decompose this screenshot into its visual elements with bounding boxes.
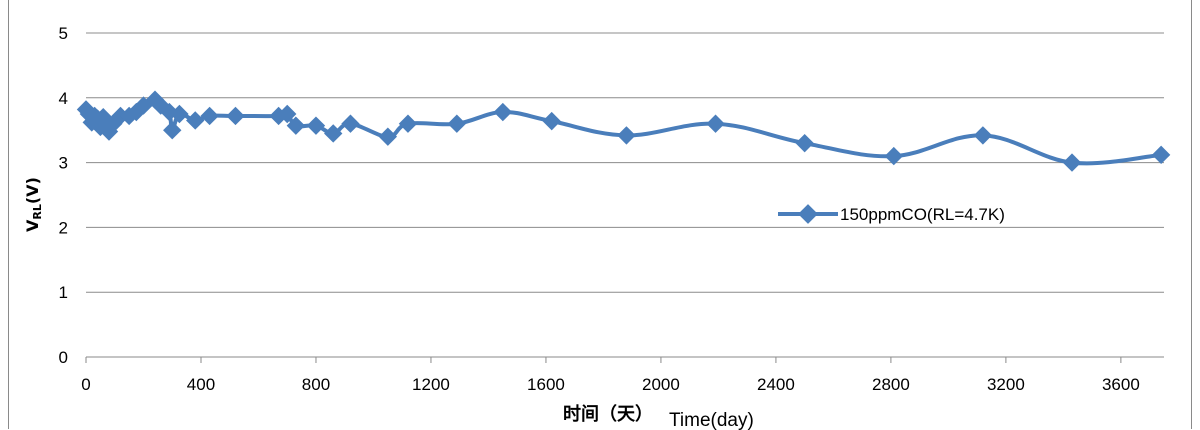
data-point-35: [795, 133, 814, 153]
x-tick-label-1600: 1600: [527, 375, 565, 394]
legend: 150ppmCO(RL=4.7K): [778, 204, 1005, 224]
x-tick-label-400: 400: [187, 375, 215, 394]
y-axis-label: VRL(V): [23, 177, 44, 232]
y-tick-label-0: 0: [59, 348, 68, 367]
x-tick-label-0: 0: [81, 375, 90, 394]
data-point-27: [341, 114, 360, 133]
data-point-30: [447, 114, 467, 133]
data-point-24: [286, 116, 306, 135]
data-point-21: [226, 106, 245, 126]
data-point-23: [278, 104, 297, 124]
x-tick-labels: 0 400 800 1200 1600 2000 2400 2800 3200 3600: [81, 375, 1140, 394]
x-tick-label-2000: 2000: [642, 375, 680, 394]
series-150ppmco: [76, 90, 1171, 172]
x-tick-label-2400: 2400: [757, 375, 795, 394]
legend-label: 150ppmCO(RL=4.7K): [840, 205, 1005, 224]
grid-lines: [86, 32, 1164, 358]
x-axis-label-chinese: 时间（天）: [563, 404, 653, 425]
data-point-34: [706, 114, 725, 133]
y-tick-label-1: 1: [59, 283, 68, 302]
data-point-20: [200, 106, 219, 126]
x-axis: [85, 356, 1164, 363]
legend-marker: [798, 204, 818, 224]
y-tick-label-4: 4: [59, 89, 68, 108]
x-tick-label-3200: 3200: [987, 375, 1025, 394]
data-point-17: [163, 121, 182, 140]
data-point-28: [378, 127, 398, 146]
data-point-33: [617, 126, 636, 145]
x-tick-label-3600: 3600: [1102, 375, 1140, 394]
y-tick-label-2: 2: [59, 218, 68, 237]
y-tick-labels: 0 1 2 3 4 5: [59, 24, 68, 367]
y-tick-label-5: 5: [59, 24, 68, 43]
y-tick-label-3: 3: [59, 154, 68, 173]
data-point-38: [1062, 153, 1082, 172]
x-tick-label-1200: 1200: [412, 375, 450, 394]
data-point-31: [493, 102, 513, 122]
data-point-29: [398, 114, 418, 133]
data-point-32: [542, 111, 561, 131]
data-point-18: [170, 104, 189, 124]
data-point-37: [973, 126, 993, 145]
x-tick-label-2800: 2800: [872, 375, 910, 394]
x-axis-label-english: Time(day): [669, 410, 754, 430]
data-point-25: [306, 116, 326, 135]
data-point-39: [1151, 145, 1171, 165]
chart-frame: [8, 0, 1192, 429]
data-point-26: [324, 124, 343, 143]
x-tick-label-800: 800: [302, 375, 330, 394]
data-point-36: [884, 146, 903, 166]
data-point-19: [186, 111, 205, 130]
